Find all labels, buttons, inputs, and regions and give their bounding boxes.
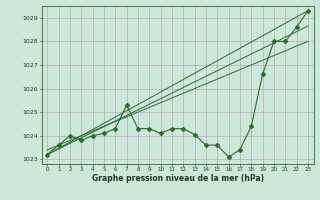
X-axis label: Graphe pression niveau de la mer (hPa): Graphe pression niveau de la mer (hPa) [92,174,264,183]
